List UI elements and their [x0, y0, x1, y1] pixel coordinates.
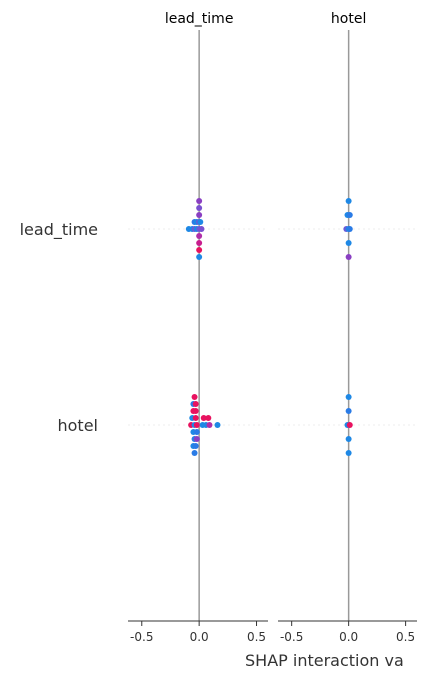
- x-axis-label: SHAP interaction va: [245, 651, 404, 670]
- data-point: [198, 226, 205, 232]
- data-point: [191, 450, 198, 456]
- data-point: [192, 415, 199, 421]
- data-point: [192, 443, 199, 449]
- x-tick-label: 0.0: [339, 630, 358, 644]
- chart-panels: lead_time -0.5 0.0 0.5 hotel -0.5 0.0 0.5: [128, 11, 417, 644]
- x-tick-label: -0.5: [130, 630, 153, 644]
- x-tick-label: 0.5: [247, 630, 266, 644]
- panel-lead-time: lead_time -0.5 0.0 0.5: [128, 11, 268, 644]
- data-point: [196, 233, 203, 239]
- data-point: [346, 226, 353, 232]
- panel-title: lead_time: [165, 11, 234, 27]
- row-label-hotel: hotel: [58, 416, 99, 435]
- data-point: [346, 212, 353, 218]
- data-point: [191, 394, 198, 400]
- data-point: [196, 198, 203, 204]
- data-point: [196, 212, 203, 218]
- data-point: [200, 415, 207, 421]
- data-point: [193, 436, 200, 442]
- data-point: [214, 422, 221, 428]
- row-label-lead-time: lead_time: [20, 220, 98, 240]
- panel-hotel: hotel -0.5 0.0 0.5: [278, 11, 417, 644]
- data-point: [196, 240, 203, 246]
- data-point: [192, 408, 199, 414]
- panel-title: hotel: [331, 11, 366, 27]
- data-point: [206, 422, 213, 428]
- data-point: [192, 401, 199, 407]
- data-point: [193, 422, 200, 428]
- data-point: [346, 422, 353, 428]
- x-tick-label: 0.5: [396, 630, 415, 644]
- data-point: [345, 408, 352, 414]
- data-point: [196, 254, 203, 260]
- x-tick-label: -0.5: [280, 630, 303, 644]
- data-point: [345, 436, 352, 442]
- data-point: [205, 415, 212, 421]
- data-point: [345, 450, 352, 456]
- data-point: [196, 247, 203, 253]
- data-point: [345, 240, 352, 246]
- data-point: [345, 198, 352, 204]
- data-point: [345, 394, 352, 400]
- data-point: [196, 205, 203, 211]
- data-point: [345, 254, 352, 260]
- data-point: [193, 429, 200, 435]
- x-tick-label: 0.0: [190, 630, 209, 644]
- data-point: [197, 219, 204, 225]
